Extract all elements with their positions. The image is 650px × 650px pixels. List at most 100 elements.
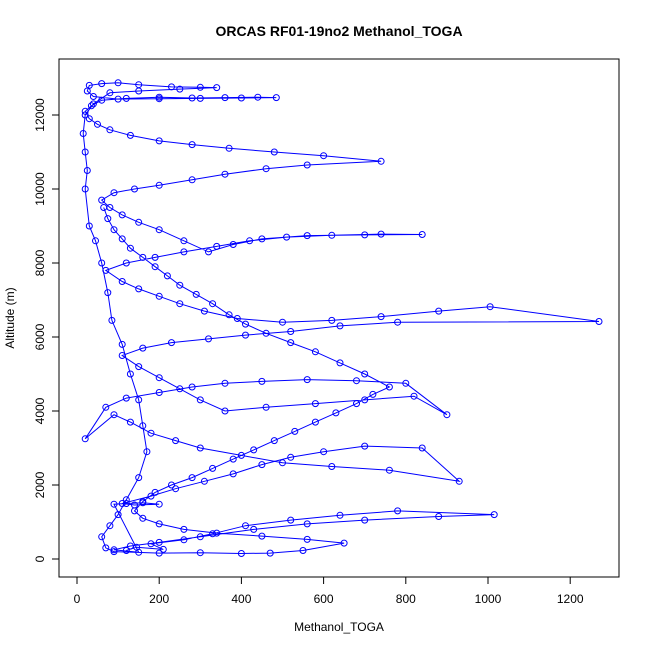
- data-point: [262, 329, 270, 337]
- data-point: [98, 80, 106, 88]
- data-point: [155, 137, 163, 145]
- data-point: [159, 545, 167, 553]
- data-point: [443, 411, 451, 419]
- data-point: [205, 335, 212, 343]
- data-point: [402, 379, 410, 387]
- data-point: [291, 427, 299, 435]
- data-point: [213, 242, 221, 250]
- data-point: [303, 161, 311, 169]
- data-point: [336, 511, 344, 519]
- data-point: [237, 94, 245, 102]
- data-point: [258, 532, 266, 540]
- data-point: [135, 363, 143, 371]
- data-point: [287, 453, 295, 461]
- data-point: [377, 157, 385, 165]
- data-point: [176, 85, 184, 93]
- data-point: [353, 400, 360, 408]
- data-point: [328, 463, 336, 470]
- data-point: [168, 481, 175, 489]
- y-tick-label: 4000: [33, 397, 47, 424]
- data-point: [135, 548, 143, 556]
- data-point: [81, 107, 89, 115]
- data-point: [311, 400, 319, 408]
- data-point: [196, 83, 204, 91]
- data-point: [237, 550, 245, 557]
- data-point: [176, 300, 184, 308]
- data-point: [180, 536, 188, 544]
- data-point: [287, 516, 295, 524]
- data-point: [81, 435, 89, 443]
- data-point: [209, 300, 217, 308]
- x-axis-label: Methanol_TOGA: [294, 620, 384, 634]
- series-line: [82, 82, 600, 555]
- data-point: [595, 318, 603, 325]
- data-point: [102, 403, 110, 411]
- y-axis: 0 2000 4000 6000 8000 10000 12000: [33, 98, 60, 562]
- data-point: [205, 248, 212, 256]
- data-point: [394, 318, 402, 326]
- data-point: [209, 530, 217, 538]
- data-point: [254, 93, 262, 101]
- data-point: [143, 448, 151, 456]
- data-point: [106, 89, 114, 97]
- data-point: [83, 167, 91, 174]
- data-point: [85, 115, 93, 123]
- data-point: [225, 311, 233, 319]
- data-point: [81, 185, 89, 193]
- data-point: [87, 102, 95, 110]
- data-point: [108, 316, 116, 324]
- data-point: [336, 359, 344, 367]
- data-point: [168, 339, 175, 347]
- data-point: [110, 189, 118, 197]
- data-point: [118, 235, 126, 243]
- data-point: [246, 237, 254, 245]
- data-point: [139, 498, 147, 506]
- data-point: [272, 94, 280, 102]
- data-layer: [79, 79, 603, 557]
- data-point: [126, 418, 134, 426]
- data-point: [139, 514, 147, 522]
- data-point: [131, 185, 138, 193]
- data-point: [303, 520, 311, 528]
- data-point: [287, 339, 295, 347]
- data-point: [155, 389, 163, 396]
- data-point: [155, 95, 163, 103]
- data-point: [299, 547, 307, 554]
- data-point: [209, 464, 217, 472]
- data-point: [180, 525, 188, 533]
- data-point: [172, 485, 180, 493]
- data-point: [151, 488, 159, 496]
- data-point: [394, 507, 402, 515]
- y-axis-label: Altitude (m): [3, 287, 17, 348]
- y-tick-label: 2000: [33, 471, 47, 498]
- data-point: [100, 204, 108, 211]
- x-tick-label: 200: [149, 592, 169, 606]
- data-point: [200, 307, 208, 315]
- data-point: [155, 538, 163, 546]
- data-point: [176, 281, 184, 289]
- data-point: [385, 383, 393, 391]
- data-point: [94, 120, 101, 128]
- data-point: [435, 307, 443, 315]
- data-point: [196, 549, 204, 557]
- data-point: [104, 289, 112, 297]
- x-tick-label: 400: [231, 592, 251, 606]
- data-point: [311, 418, 319, 426]
- data-point: [114, 79, 122, 87]
- data-point: [258, 235, 266, 243]
- x-tick-label: 800: [396, 592, 416, 606]
- data-point: [361, 231, 369, 239]
- data-point: [151, 263, 159, 271]
- data-point: [151, 253, 159, 261]
- data-point: [250, 446, 258, 454]
- data-point: [242, 331, 249, 339]
- data-point: [118, 340, 126, 348]
- data-point: [118, 352, 126, 359]
- data-point: [89, 93, 97, 100]
- data-point: [340, 539, 348, 547]
- data-point: [418, 444, 426, 452]
- data-point: [221, 379, 229, 387]
- data-point: [196, 444, 204, 452]
- data-point: [377, 230, 385, 238]
- data-point: [377, 313, 385, 321]
